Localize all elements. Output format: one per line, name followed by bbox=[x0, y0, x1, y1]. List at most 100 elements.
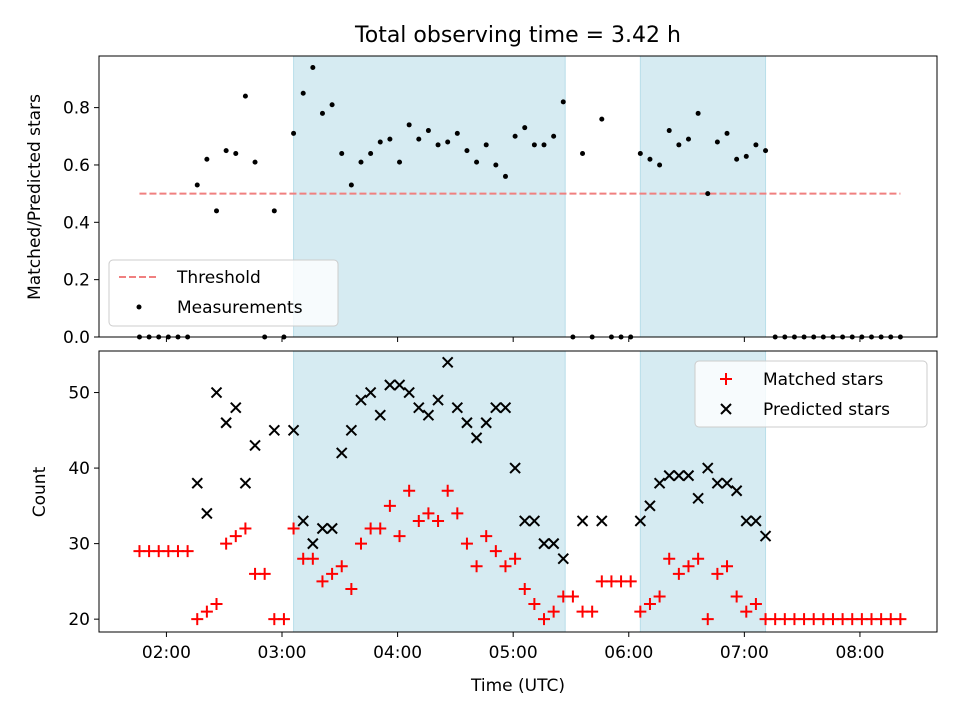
y-tick-label: 30 bbox=[68, 535, 90, 555]
y-tick-label: 0.4 bbox=[63, 213, 90, 233]
bottom-plot-frame bbox=[98, 350, 938, 633]
predicted-star-point bbox=[470, 432, 483, 444]
predicted-star-point bbox=[345, 424, 358, 437]
measurement-point bbox=[483, 142, 489, 148]
matched-star-point bbox=[730, 590, 743, 603]
measurement-point bbox=[493, 162, 499, 168]
measurement-point bbox=[425, 128, 431, 134]
predicted-star-point bbox=[355, 394, 367, 406]
matched-star-point bbox=[470, 560, 483, 573]
measurement-point bbox=[531, 142, 537, 148]
measurement-point bbox=[541, 142, 547, 148]
measurement-point bbox=[397, 159, 403, 165]
predicted-star-point bbox=[230, 401, 242, 414]
predicted-star-point bbox=[499, 401, 512, 414]
x-tick-label: 02:00 bbox=[142, 643, 191, 663]
matched-star-point bbox=[306, 552, 319, 565]
y-tick-label: 0.2 bbox=[63, 271, 90, 291]
matched-star-point bbox=[701, 613, 714, 626]
measurement-point bbox=[358, 159, 364, 165]
measurement-point bbox=[368, 150, 374, 156]
legend-measurements-label: Measurements bbox=[177, 298, 303, 318]
matched-star-point bbox=[383, 499, 396, 512]
shaded-interval bbox=[639, 55, 767, 338]
measurement-point bbox=[464, 148, 470, 154]
matched-star-point bbox=[624, 575, 637, 588]
predicted-star-points bbox=[191, 356, 772, 565]
matched-star-point bbox=[634, 605, 647, 618]
predicted-star-point bbox=[191, 477, 203, 489]
matched-star-point bbox=[229, 530, 242, 543]
measurement-point bbox=[657, 162, 663, 168]
matched-star-point bbox=[721, 560, 734, 573]
predicted-star-point bbox=[692, 492, 704, 505]
predicted-star-point bbox=[596, 515, 608, 527]
top-panel: 0.00.20.40.60.8 Matched/Predicted stars … bbox=[25, 55, 938, 348]
predicted-star-point bbox=[490, 401, 502, 414]
predicted-star-point bbox=[364, 386, 377, 399]
predicted-star-point bbox=[374, 409, 386, 421]
predicted-star-point bbox=[702, 462, 714, 474]
predicted-star-point bbox=[538, 537, 550, 550]
x-tick-label: 03:00 bbox=[258, 643, 307, 663]
matched-star-point bbox=[220, 537, 233, 550]
matched-star-point bbox=[547, 605, 560, 618]
measurement-point bbox=[233, 150, 239, 156]
matched-star-point bbox=[509, 552, 522, 565]
predicted-star-point bbox=[201, 507, 213, 520]
matched-star-point bbox=[393, 530, 406, 543]
x-tick-label: 06:00 bbox=[604, 643, 653, 663]
matched-star-point bbox=[692, 552, 705, 565]
measurement-point bbox=[522, 125, 528, 131]
predicted-star-point bbox=[316, 522, 329, 535]
measurement-point bbox=[551, 133, 557, 139]
matched-star-point bbox=[277, 613, 290, 626]
measurement-point bbox=[348, 182, 354, 188]
bottom-y-axis: 20 30 40 50 bbox=[68, 384, 99, 630]
predicted-star-point bbox=[480, 417, 492, 429]
matched-star-point bbox=[239, 522, 252, 535]
matched-star-point bbox=[191, 613, 204, 626]
matched-star-point bbox=[566, 590, 579, 603]
matched-star-point bbox=[749, 598, 762, 611]
measurement-point bbox=[214, 208, 220, 214]
matched-star-point bbox=[894, 613, 907, 626]
measurement-point bbox=[454, 130, 460, 136]
measurement-point bbox=[204, 156, 210, 162]
measurement-point bbox=[416, 136, 422, 142]
measurement-point bbox=[271, 208, 277, 214]
top-legend-box bbox=[108, 259, 339, 327]
x-tick-label: 08:00 bbox=[835, 643, 884, 663]
predicted-star-point bbox=[519, 515, 531, 527]
predicted-star-point bbox=[711, 477, 724, 489]
bottom-legend-box bbox=[694, 360, 928, 428]
predicted-star-point bbox=[528, 515, 541, 527]
predicted-star-point bbox=[422, 409, 435, 421]
matched-star-point bbox=[354, 537, 367, 550]
predicted-star-point bbox=[441, 356, 454, 369]
predicted-star-point bbox=[576, 515, 589, 527]
measurement-point bbox=[685, 136, 691, 142]
matched-star-point bbox=[653, 590, 666, 603]
top-plot-frame bbox=[98, 55, 938, 338]
measurement-point bbox=[474, 159, 480, 165]
legend-matched-marker bbox=[720, 373, 732, 385]
matched-star-point bbox=[672, 567, 685, 580]
matched-star-point bbox=[287, 522, 300, 535]
measurement-point bbox=[406, 122, 412, 128]
measurement-point bbox=[666, 128, 672, 134]
matched-star-point bbox=[489, 545, 502, 558]
measurement-point bbox=[714, 139, 720, 145]
predicted-star-point bbox=[336, 447, 348, 459]
predicted-star-point bbox=[509, 462, 521, 474]
measurement-point bbox=[676, 142, 682, 148]
measurement-point bbox=[512, 133, 518, 139]
predicted-star-point bbox=[750, 515, 762, 527]
bottom-y-axis-label: Count bbox=[30, 466, 50, 517]
predicted-star-point bbox=[210, 386, 223, 399]
predicted-star-point bbox=[634, 515, 647, 527]
predicted-star-point bbox=[249, 439, 261, 452]
measurement-point bbox=[753, 142, 759, 148]
